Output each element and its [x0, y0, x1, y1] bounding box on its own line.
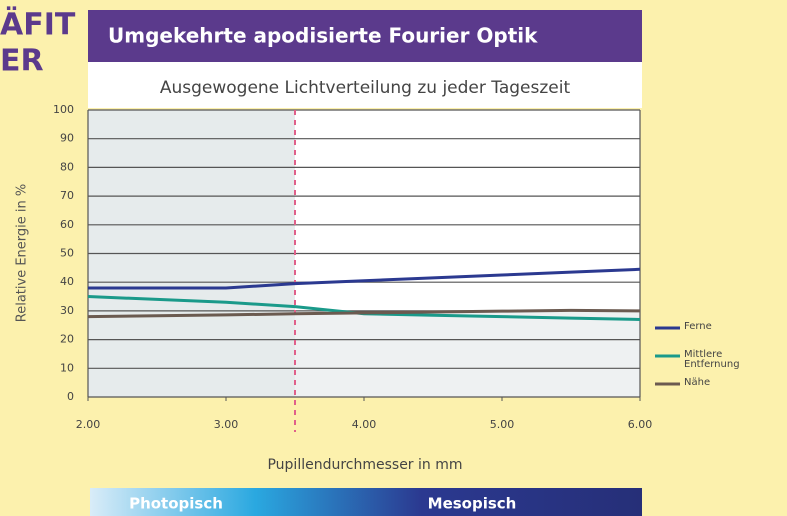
x-tick-label: 6.00	[628, 418, 653, 431]
y-tick-label: 30	[60, 304, 74, 317]
y-tick-label: 50	[60, 247, 74, 260]
y-tick-label: 60	[60, 218, 74, 231]
y-tick-label: 10	[60, 361, 74, 374]
header-fragment: ER	[0, 44, 44, 79]
y-tick-label: 100	[53, 103, 74, 116]
y-tick-label: 70	[60, 189, 74, 202]
x-tick-label: 5.00	[490, 418, 515, 431]
x-tick-label: 3.00	[214, 418, 239, 431]
y-axis-label: Relative Energie in %	[15, 184, 30, 322]
legend-label: Nähe	[684, 377, 711, 388]
chart-title: Umgekehrte apodisierte Fourier Optik	[108, 24, 538, 48]
y-tick-label: 0	[67, 390, 74, 403]
y-tick-label: 20	[60, 333, 74, 346]
legend-label: Ferne	[684, 321, 712, 332]
x-axis-label: Pupillendurchmesser in mm	[267, 457, 462, 473]
header-fragment: ÄFIT	[0, 7, 76, 43]
lower-region	[295, 312, 640, 397]
y-tick-label: 80	[60, 160, 74, 173]
x-tick-label: 2.00	[76, 418, 101, 431]
series-line	[87, 308, 641, 319]
subtitle-panel	[88, 62, 642, 108]
light-band	[90, 488, 642, 516]
series-line	[88, 267, 641, 290]
y-tick-label: 40	[60, 275, 74, 288]
x-tick-label: 4.00	[352, 418, 377, 431]
title-banner	[88, 10, 642, 62]
chart-subtitle: Ausgewogene Lichtverteilung zu jeder Tag…	[160, 78, 571, 98]
band-label: Photopisch	[129, 495, 223, 513]
band-label: Mesopisch	[428, 495, 517, 513]
legend-label: Mittlere Entfernung	[684, 349, 740, 370]
y-tick-label: 90	[60, 132, 74, 145]
